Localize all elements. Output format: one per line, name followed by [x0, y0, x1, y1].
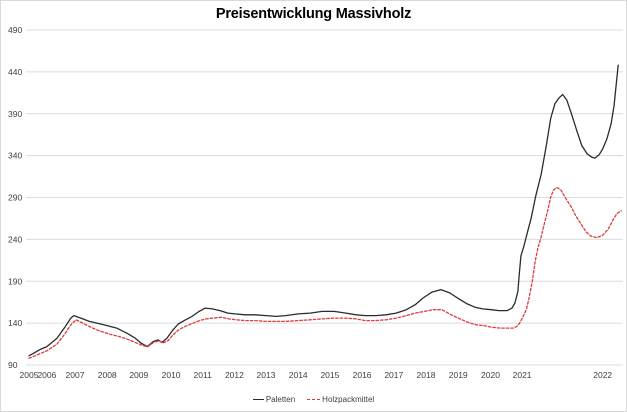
y-axis-tick-label: 390 — [8, 109, 22, 119]
x-axis-tick-label: 2010 — [162, 370, 181, 380]
x-axis-tick-label: 2014 — [289, 370, 308, 380]
y-axis-tick-label: 90 — [8, 360, 18, 370]
y-axis-tick-label: 190 — [8, 276, 22, 286]
x-axis-tick-label: 2017 — [384, 370, 403, 380]
chart-title: Preisentwicklung Massivholz — [215, 6, 412, 22]
y-axis-tick-label: 290 — [8, 193, 22, 203]
x-axis-tick-label: 2021 — [513, 370, 532, 380]
x-axis-tick-label: 2022 — [593, 370, 612, 380]
y-axis-tick-label: 440 — [8, 67, 22, 77]
holzpackmittel-line-marker — [307, 399, 321, 400]
x-axis-tick-label: 2005 — [20, 370, 39, 380]
x-axis-tick-label: 2008 — [98, 370, 117, 380]
legend: Paletten Holzpackmittel — [1, 395, 626, 404]
series-line-paletten — [28, 64, 619, 357]
y-axis-tick-label: 240 — [8, 234, 22, 244]
x-axis-tick-label: 2012 — [225, 370, 244, 380]
y-axis-tick-label: 340 — [8, 151, 22, 161]
x-axis-tick-label: 2009 — [129, 370, 148, 380]
x-axis-tick-label: 2019 — [449, 370, 468, 380]
x-axis-tick-label: 2006 — [37, 370, 56, 380]
legend-item-holzpackmittel: Holzpackmittel — [307, 395, 374, 404]
legend-label-holzpackmittel: Holzpackmittel — [322, 395, 375, 404]
series-line-holzpackmittel — [28, 186, 622, 359]
legend-item-paletten: Paletten — [252, 395, 296, 404]
y-axis-tick-label: 490 — [8, 25, 22, 35]
legend-label-paletten: Paletten — [265, 395, 296, 404]
x-axis-tick-label: 2011 — [194, 370, 213, 380]
x-axis-tick-label: 2013 — [257, 370, 276, 380]
x-axis-tick-label: 2020 — [481, 370, 500, 380]
x-axis-tick-label: 2007 — [66, 370, 85, 380]
x-axis-tick-label: 2016 — [353, 370, 372, 380]
y-axis-tick-label: 140 — [8, 318, 22, 328]
x-axis-tick-label: 2018 — [417, 370, 436, 380]
paletten-line-marker — [252, 399, 264, 400]
x-axis-tick-label: 2015 — [320, 370, 339, 380]
